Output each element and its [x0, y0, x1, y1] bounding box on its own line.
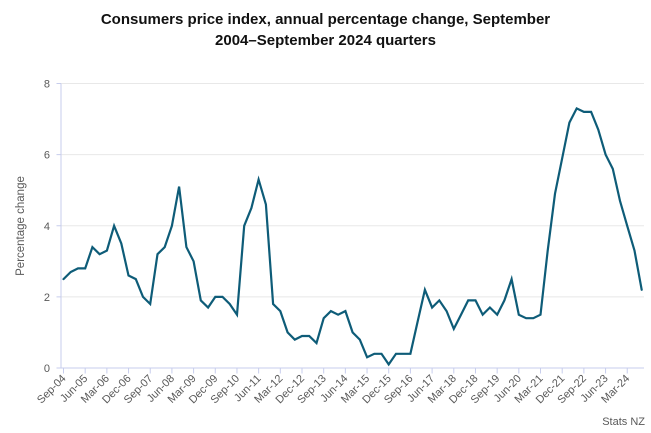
- y-tick-label-0: 0: [44, 363, 50, 375]
- chart-title-line-2: 2004–September 2024 quarters: [215, 32, 436, 49]
- chart-title: Consumers price index, annual percentage…: [0, 9, 651, 51]
- y-tick-label-4: 4: [44, 221, 50, 233]
- y-tick-label-6: 6: [44, 150, 50, 162]
- y-tick-label-8: 8: [44, 79, 50, 91]
- y-tick-label-2: 2: [44, 292, 50, 304]
- cpi-line: [62, 106, 643, 367]
- source-label: Stats NZ: [602, 416, 645, 428]
- chart-title-line-1: Consumers price index, annual percentage…: [100, 11, 551, 28]
